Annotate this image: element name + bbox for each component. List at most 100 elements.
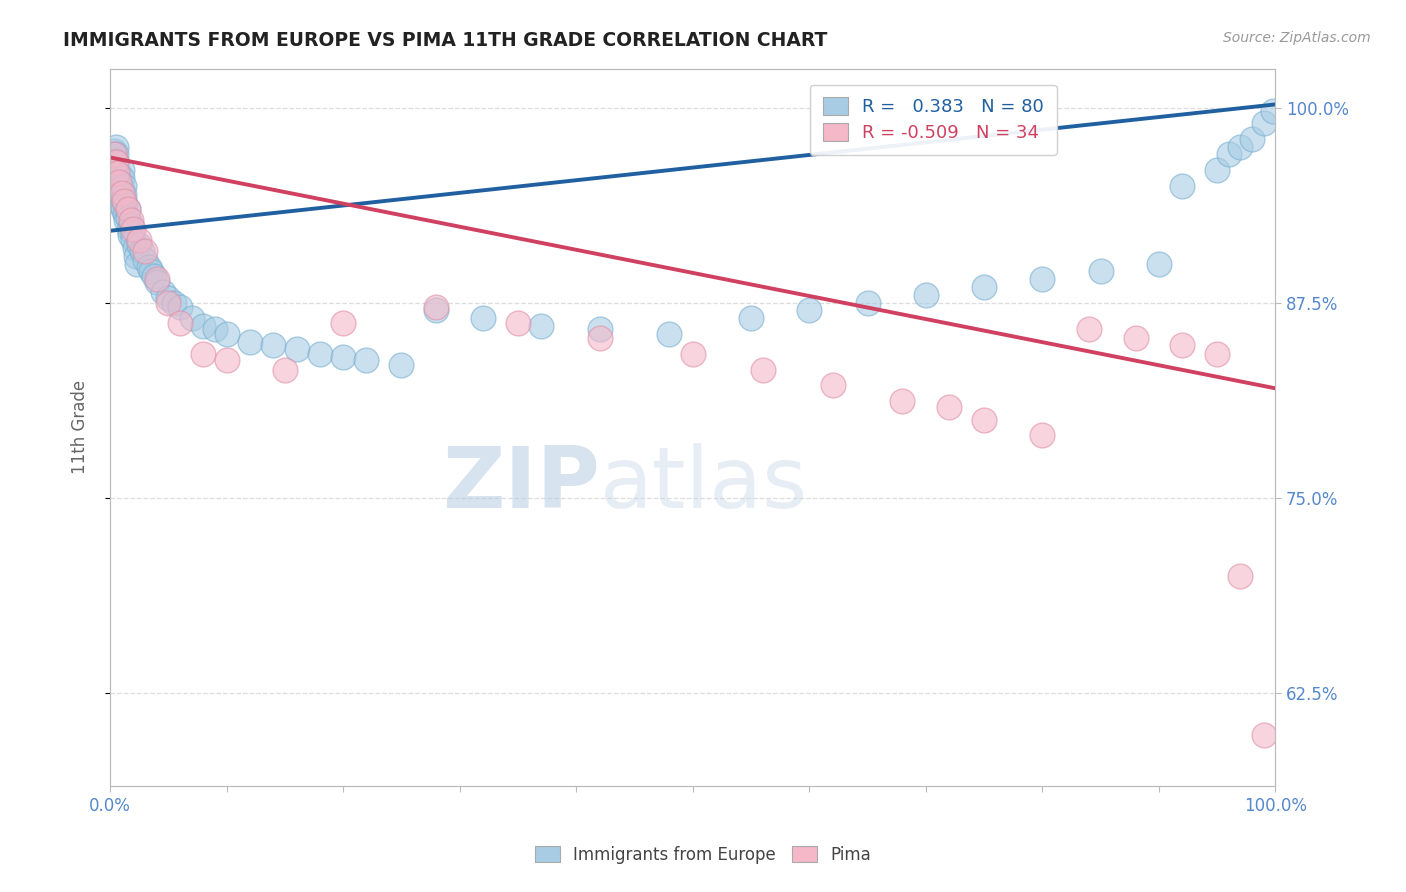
Point: [111, 170, 134, 185]
Point: [131, 244, 153, 258]
Point: [104, 155, 127, 169]
Point: [110, 197, 132, 211]
Point: [180, 311, 202, 326]
Point: [1031, 272, 1053, 286]
Point: [1206, 347, 1229, 361]
Point: [1031, 428, 1053, 442]
Point: [117, 211, 139, 226]
Point: [120, 212, 142, 227]
Legend: R =   0.383   N = 80, R = -0.509   N = 34: R = 0.383 N = 80, R = -0.509 N = 34: [810, 85, 1057, 155]
Point: [105, 166, 128, 180]
Point: [239, 334, 262, 349]
Point: [139, 264, 162, 278]
Point: [1253, 728, 1275, 742]
Point: [112, 194, 135, 208]
Point: [973, 280, 995, 294]
Point: [138, 260, 160, 274]
Point: [145, 275, 167, 289]
Point: [938, 400, 960, 414]
Text: Source: ZipAtlas.com: Source: ZipAtlas.com: [1223, 31, 1371, 45]
Point: [111, 181, 134, 195]
Point: [658, 326, 681, 341]
Point: [389, 358, 412, 372]
Point: [1147, 256, 1170, 270]
Point: [111, 202, 134, 216]
Text: atlas: atlas: [599, 443, 807, 526]
Point: [530, 318, 553, 333]
Point: [122, 222, 145, 236]
Point: [104, 153, 127, 168]
Point: [107, 186, 129, 201]
Point: [118, 228, 141, 243]
Point: [157, 291, 180, 305]
Point: [110, 189, 132, 203]
Point: [104, 147, 127, 161]
Point: [134, 253, 156, 268]
Point: [588, 322, 610, 336]
Y-axis label: 11th Grade: 11th Grade: [72, 380, 89, 475]
Point: [740, 311, 762, 326]
Point: [215, 326, 238, 341]
Point: [262, 337, 284, 351]
Point: [107, 194, 129, 208]
Point: [103, 155, 125, 169]
Point: [128, 237, 150, 252]
Point: [111, 191, 134, 205]
Point: [117, 202, 139, 216]
Point: [111, 162, 134, 177]
Point: [285, 343, 308, 357]
Point: [101, 151, 124, 165]
Point: [588, 331, 610, 345]
Point: [112, 187, 135, 202]
Point: [1261, 103, 1284, 118]
Point: [914, 287, 936, 301]
Legend: Immigrants from Europe, Pima: Immigrants from Europe, Pima: [527, 839, 879, 871]
Point: [1171, 178, 1194, 193]
Point: [169, 300, 191, 314]
Point: [114, 197, 136, 211]
Point: [152, 285, 174, 299]
Point: [204, 322, 226, 336]
Point: [134, 244, 156, 258]
Point: [114, 206, 136, 220]
Point: [122, 233, 145, 247]
Point: [472, 311, 495, 326]
Point: [751, 362, 773, 376]
Point: [121, 225, 143, 239]
Point: [111, 186, 134, 201]
Point: [332, 316, 354, 330]
Point: [157, 295, 180, 310]
Point: [1171, 337, 1194, 351]
Point: [973, 412, 995, 426]
Point: [115, 212, 138, 227]
Point: [125, 256, 148, 270]
Point: [105, 178, 128, 193]
Point: [1253, 116, 1275, 130]
Point: [118, 222, 141, 236]
Point: [1078, 322, 1101, 336]
Point: [1229, 568, 1251, 582]
Point: [117, 202, 139, 216]
Point: [1229, 139, 1251, 153]
Point: [120, 218, 142, 232]
Point: [308, 347, 330, 361]
Point: [193, 318, 215, 333]
Point: [104, 160, 127, 174]
Point: [143, 268, 166, 283]
Point: [682, 347, 704, 361]
Point: [108, 175, 131, 189]
Text: ZIP: ZIP: [441, 443, 599, 526]
Text: IMMIGRANTS FROM EUROPE VS PIMA 11TH GRADE CORRELATION CHART: IMMIGRANTS FROM EUROPE VS PIMA 11TH GRAD…: [63, 31, 828, 50]
Point: [128, 233, 150, 247]
Point: [105, 162, 128, 177]
Point: [506, 316, 529, 330]
Point: [108, 181, 131, 195]
Point: [1218, 147, 1240, 161]
Point: [274, 362, 297, 376]
Point: [108, 175, 131, 189]
Point: [332, 350, 354, 364]
Point: [107, 166, 129, 180]
Point: [104, 139, 127, 153]
Point: [104, 166, 127, 180]
Point: [215, 353, 238, 368]
